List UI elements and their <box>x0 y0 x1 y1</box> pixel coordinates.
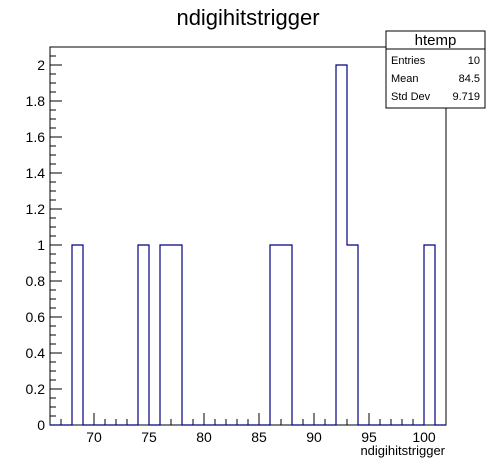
x-axis: 70 75 80 85 90 95 100 <box>49 413 447 445</box>
histogram-bin <box>424 245 435 425</box>
y-tick-label: 0.2 <box>26 381 46 397</box>
y-tick-label: 0.4 <box>26 345 46 361</box>
histogram-outline <box>50 64 446 426</box>
y-tick-label: 0.6 <box>26 309 46 325</box>
x-tick-label: 80 <box>196 429 212 445</box>
stats-box-frame <box>385 30 486 109</box>
histogram-bin <box>138 245 149 425</box>
x-axis-title: ndigihitstrigger <box>360 443 445 458</box>
histogram-bin <box>336 65 347 425</box>
histogram-bin <box>347 245 358 425</box>
histogram-bin <box>72 245 83 425</box>
x-tick-label: 100 <box>412 429 436 445</box>
stats-value-std-dev: 9.719 <box>452 91 480 103</box>
x-tick-label: 95 <box>361 429 377 445</box>
histogram-bin <box>160 245 171 425</box>
stats-label-std-dev: Std Dev <box>391 91 431 103</box>
y-tick-label: 1.8 <box>26 93 46 109</box>
stats-box: htemp Entries 10 Mean 84.5 Std Dev 9.719 <box>385 30 486 109</box>
y-tick-label: 1.4 <box>26 165 46 181</box>
y-tick-label: 1.2 <box>26 201 46 217</box>
stats-value-entries: 10 <box>468 55 480 67</box>
histogram-bins <box>72 65 435 425</box>
x-tick-label: 75 <box>141 429 157 445</box>
y-tick-label: 0.8 <box>26 273 46 289</box>
y-tick-label: 2 <box>37 57 45 73</box>
y-tick-label: 1.6 <box>26 129 46 145</box>
histogram-bin <box>270 245 281 425</box>
x-tick-label: 85 <box>251 429 267 445</box>
y-tick-label: 1 <box>37 237 45 253</box>
stats-value-mean: 84.5 <box>459 73 480 85</box>
stats-box-title: htemp <box>415 32 457 49</box>
y-axis: 0 0.2 0.4 0.6 0.8 1 1.2 1.4 1.6 1.8 2 <box>26 46 62 433</box>
x-tick-label: 90 <box>306 429 322 445</box>
histogram-bin <box>281 245 292 425</box>
histogram-bin <box>171 245 182 425</box>
x-tick-label: 70 <box>86 429 102 445</box>
y-tick-label: 0 <box>37 417 45 433</box>
stats-label-mean: Mean <box>391 73 419 85</box>
stats-label-entries: Entries <box>391 55 426 67</box>
chart-title: ndigihitstrigger <box>176 5 319 30</box>
